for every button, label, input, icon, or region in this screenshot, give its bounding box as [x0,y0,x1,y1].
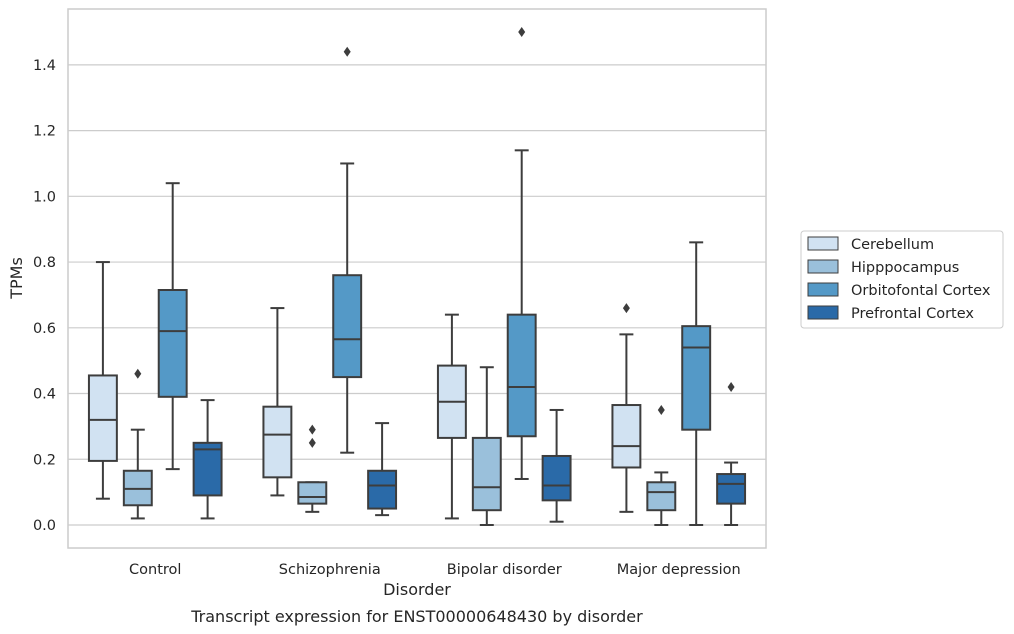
box-2-2 [506,27,537,480]
iqr-box [157,289,188,398]
box-1-2 [332,46,363,454]
y-tick-label: 1.2 [33,124,56,140]
y-axis-ticks: 0.0 0.2 0.4 0.6 0.8 1.0 1.2 1.4 [33,58,56,534]
y-tick-label: 0.8 [33,255,56,271]
x-axis-ticks: Control Schizophrenia Bipolar disorder Majo… [129,562,741,578]
box-2-1 [471,366,502,526]
outlier-marker [657,404,665,415]
x-axis-label: Disorder [383,580,451,599]
iqr-box [541,454,572,502]
iqr-box [87,374,118,462]
box-2-0 [436,313,467,520]
outlier-marker [622,303,630,314]
box-plot-series [87,27,747,526]
box-3-2 [681,241,712,526]
iqr-box [716,473,747,505]
y-tick-label: 0.2 [33,452,56,468]
box-0-2 [157,182,188,471]
box-2-3 [541,408,572,523]
legend-swatch [807,282,839,297]
x-tick-label: Bipolar disorder [447,562,562,578]
iqr-box [367,469,398,510]
legend-frame [800,230,1004,329]
x-tick-label: Control [129,562,181,578]
outlier-marker [727,381,735,392]
box-0-3 [192,399,223,520]
outlier-marker [308,424,316,435]
y-axis-label: TPMs [7,257,26,300]
box-3-3 [716,381,747,526]
outlier-marker [134,368,142,379]
box-0-1 [122,368,153,520]
legend-swatch [807,259,839,274]
iqr-box [192,441,223,497]
y-tick-label: 1.4 [33,58,56,74]
plot-frame [67,8,767,549]
y-tick-label: 1.0 [33,189,56,205]
legend-label: Prefrontal Cortex [851,306,974,322]
y-tick-label: 0.0 [33,518,56,534]
iqr-box [332,274,363,379]
box-1-3 [367,422,398,517]
box-1-1 [297,424,328,513]
iqr-box [262,405,293,479]
legend-label: Orbitofontal Cortex [851,283,991,299]
box-3-0 [611,303,642,513]
x-tick-label: Major depression [617,562,741,578]
iqr-box [646,481,677,512]
y-tick-label: 0.4 [33,387,56,403]
legend-swatch [807,305,839,320]
iqr-box [471,436,502,512]
outlier-marker [308,437,316,448]
legend-label: Cerebellum [851,237,934,253]
chart-caption: Transcript expression for ENST0000064843… [190,607,643,626]
legend-label: Hipppocampus [851,260,959,276]
outlier-marker [343,46,351,57]
outlier-marker [518,27,526,38]
iqr-box [506,313,537,438]
y-tick-label: 0.6 [33,321,56,337]
iqr-box [681,325,712,431]
legend: Cerebellum Hipppocampus Orbitofontal Corte… [800,230,1004,329]
box-1-0 [262,307,293,497]
iqr-box [611,404,642,469]
box-0-0 [87,261,118,500]
x-tick-label: Schizophrenia [279,562,381,578]
box-3-1 [646,404,677,526]
legend-swatch [807,236,839,251]
iqr-box [297,481,328,505]
